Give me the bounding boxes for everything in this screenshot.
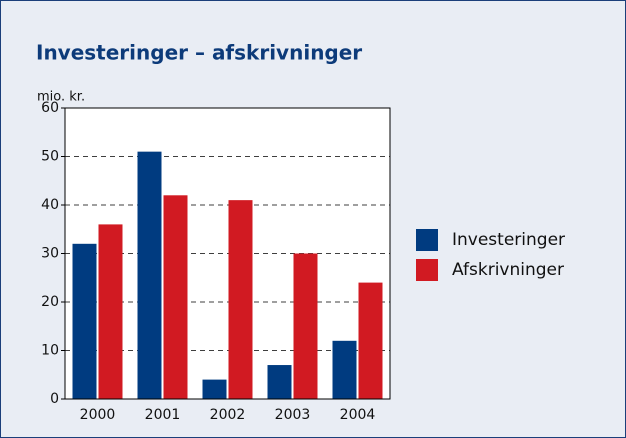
bar — [293, 253, 318, 399]
y-tick-label: 10 — [41, 343, 59, 359]
x-tick-label: 2003 — [275, 407, 311, 423]
bar — [202, 379, 227, 399]
bar — [137, 151, 162, 399]
y-axis-label: mio. kr. — [37, 90, 85, 105]
x-tick-label: 2004 — [340, 407, 376, 423]
x-tick-label: 2002 — [210, 407, 246, 423]
bar — [228, 200, 253, 399]
x-tick-label: 2001 — [145, 407, 181, 423]
legend-swatch — [416, 259, 438, 281]
y-tick-label: 40 — [41, 197, 59, 213]
y-tick-label: 50 — [41, 149, 59, 165]
legend-swatch — [416, 229, 438, 251]
bar — [332, 340, 357, 399]
y-tick-label: 20 — [41, 294, 59, 310]
legend-label: Investeringer — [452, 230, 565, 250]
x-tick-label: 2000 — [80, 407, 116, 423]
bar — [98, 224, 123, 399]
y-tick-label: 30 — [41, 246, 59, 262]
bar — [358, 282, 383, 399]
chart-title: Investeringer – afskrivninger — [36, 41, 362, 65]
y-tick-label: 0 — [50, 391, 59, 407]
y-tick-label: 60 — [41, 100, 59, 116]
legend-label: Afskrivninger — [452, 260, 564, 280]
bar — [72, 243, 97, 399]
plot-border — [64, 107, 391, 400]
bar — [267, 365, 292, 399]
bar — [163, 195, 188, 399]
